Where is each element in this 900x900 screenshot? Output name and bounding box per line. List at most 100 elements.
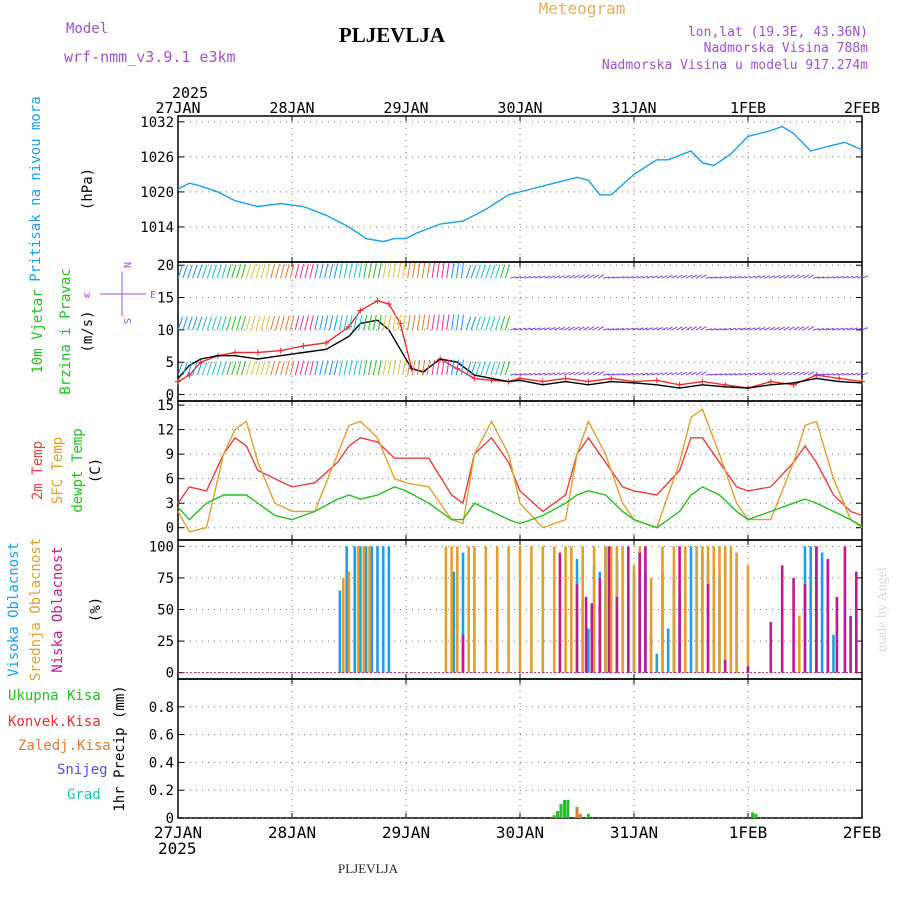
wind-barb [549, 327, 556, 331]
bar-clouds [456, 546, 459, 673]
wind-barb [407, 262, 411, 279]
wind-barb [387, 314, 392, 330]
wind-barb [495, 316, 501, 331]
wind-barb [358, 360, 363, 376]
bar-clouds [347, 571, 351, 673]
wind-barb [187, 316, 193, 331]
wind-barb [695, 326, 702, 331]
wind-barb [778, 274, 786, 279]
wind-barb [363, 263, 368, 279]
wind-barb [529, 372, 536, 376]
wind-barb [617, 373, 624, 376]
wind-barb [759, 275, 766, 279]
wind-barb [221, 264, 227, 279]
bar-clouds [558, 552, 562, 673]
bar-clouds [581, 546, 584, 673]
wind-speed-marker [374, 297, 381, 304]
wind-barb [460, 314, 464, 330]
wind-barb [700, 274, 707, 279]
watermark: made by Angel [875, 567, 890, 652]
wind-barb [358, 315, 363, 330]
x-tick-label-bottom: 29JAN [382, 823, 430, 842]
wind-dir-west: w [84, 290, 91, 301]
bar-clouds [723, 660, 727, 673]
wind-barb [578, 274, 585, 279]
wind-barb [563, 326, 571, 331]
wind-barb [260, 264, 266, 279]
wind-barb [651, 372, 658, 376]
y-label-temperature: dewpt Temp [70, 428, 86, 512]
wind-barb [554, 326, 561, 331]
wind-barb [446, 262, 450, 279]
wind-barb [720, 328, 727, 331]
wind-barb [416, 314, 421, 330]
bar-precip [575, 806, 579, 818]
wind-barb [593, 326, 600, 331]
wind-barb [808, 371, 815, 376]
bar-clouds [666, 628, 670, 673]
bar-clouds [798, 615, 801, 673]
wind-barb [759, 327, 766, 331]
x-tick-label-bottom: 31JAN [610, 823, 658, 842]
bar-clouds [843, 546, 847, 673]
wind-barb [392, 360, 397, 376]
wind-barb [372, 263, 377, 279]
bar-clouds [621, 546, 624, 673]
wind-barb [216, 264, 222, 279]
y-tick-label-wind: 5 [166, 355, 174, 371]
wind-barb [470, 264, 477, 279]
wind-barb [441, 314, 445, 330]
y-tick-label-wind: 10 [157, 323, 174, 339]
wind-barb [416, 262, 421, 279]
wind-barb [192, 264, 198, 279]
y-unit-wind: (m/s) [80, 310, 96, 352]
bar-clouds [590, 603, 594, 673]
wind-barb [216, 316, 222, 331]
wind-speed-marker [767, 378, 774, 385]
wind-barb [397, 314, 401, 330]
wind-barb [241, 315, 247, 331]
wind-barb [363, 314, 368, 330]
wind-barb [236, 361, 242, 376]
wind-barb [754, 372, 761, 376]
wind-speed-marker [676, 381, 683, 388]
panel-frame-precip [177, 678, 863, 819]
bar-clouds [452, 571, 456, 673]
y-label-wind: Brzina i Pravac [58, 268, 74, 394]
bar-precip [566, 799, 570, 818]
wind-barb [231, 264, 237, 279]
bar-clouds [564, 546, 567, 673]
wind-barb [226, 316, 232, 331]
wind-speed-marker [186, 372, 193, 379]
wind-barb [627, 327, 634, 331]
wind-barb [265, 263, 271, 279]
y-label-pressure: Pritisak na nivou mora [28, 96, 44, 281]
wind-barb [304, 360, 309, 376]
wind-barb [465, 361, 472, 376]
wind-barb [861, 327, 869, 331]
wind-barb [255, 264, 261, 279]
wind-barb [363, 360, 368, 376]
wind-barb [817, 276, 825, 279]
wind-barb [793, 371, 800, 376]
wind-barb [504, 264, 511, 279]
wind-barb [197, 361, 203, 376]
bar-clouds [587, 628, 590, 673]
wind-barb [578, 371, 585, 376]
wind-barb [211, 361, 217, 376]
bar-clouds [627, 546, 630, 673]
wind-barb [588, 326, 595, 331]
wind-barb [837, 327, 844, 331]
wind-barb [847, 327, 854, 331]
y-label-clouds: Visoka Oblacnost [6, 542, 22, 677]
wind-barb [607, 276, 615, 279]
wind-barb [544, 275, 551, 279]
wind-barb [182, 264, 188, 279]
bar-precip [754, 813, 758, 818]
bar-clouds [735, 552, 738, 673]
wind-barb [514, 373, 522, 376]
wind-barb [206, 316, 213, 331]
x-tick-label-top: 28JAN [269, 99, 314, 117]
x-tick-label-top: 31JAN [611, 99, 656, 117]
wind-barb [788, 326, 795, 331]
